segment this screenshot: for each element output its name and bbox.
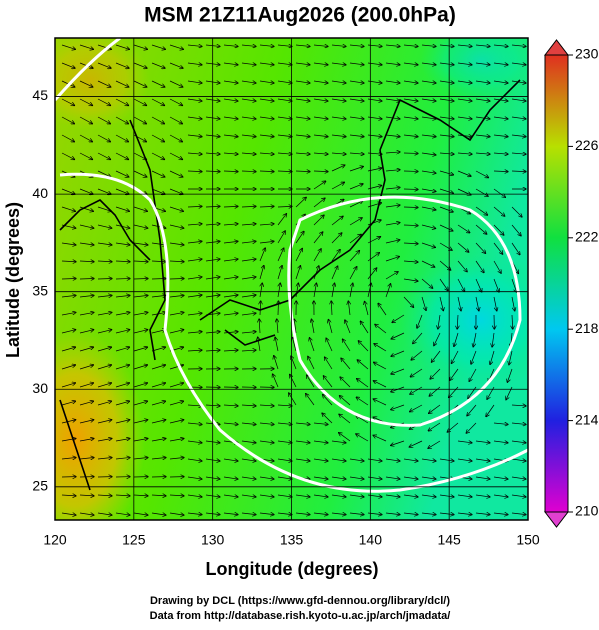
colorbar-tick-label: 230 <box>575 46 599 62</box>
x-tick-label: 135 <box>280 532 304 548</box>
credit: Drawing by DCL (https://www.gfd-dennou.o… <box>150 595 450 607</box>
warm-area <box>30 30 150 130</box>
colorbar-top-arrow <box>545 40 568 55</box>
x-tick-label: 150 <box>516 532 540 548</box>
y-tick-label: 45 <box>32 87 48 103</box>
x-tick-label: 140 <box>359 532 383 548</box>
x-tick-label: 130 <box>201 532 225 548</box>
credit: Data from http://database.rish.kyoto-u.a… <box>150 610 451 622</box>
colorbar-bottom-arrow <box>545 512 568 527</box>
colorbar <box>545 55 568 512</box>
cool-area <box>400 250 560 390</box>
colorbar-tick-label: 222 <box>575 229 599 245</box>
colorbar-tick-label: 226 <box>575 137 599 153</box>
x-axis-label: Longitude (degrees) <box>205 559 378 579</box>
title: MSM 21Z11Aug2026 (200.0hPa) <box>144 4 456 27</box>
y-axis-label: Latitude (degrees) <box>3 202 23 358</box>
x-tick-label: 125 <box>122 532 146 548</box>
cool-area <box>420 20 540 100</box>
colorbar-tick-label: 210 <box>575 503 599 519</box>
field <box>5 20 560 550</box>
colorbar-tick-label: 218 <box>575 320 599 336</box>
y-tick-label: 30 <box>32 380 48 396</box>
x-tick-label: 120 <box>43 532 67 548</box>
colorbar-ticks: 210 214 218 222 226 230 <box>568 46 599 519</box>
y-tick-label: 25 <box>32 478 48 494</box>
y-tick-label: 35 <box>32 282 48 298</box>
warm-area <box>5 330 145 550</box>
colorbar-tick-label: 214 <box>575 411 599 427</box>
x-tick-label: 145 <box>437 532 461 548</box>
y-tick-label: 40 <box>32 185 48 201</box>
